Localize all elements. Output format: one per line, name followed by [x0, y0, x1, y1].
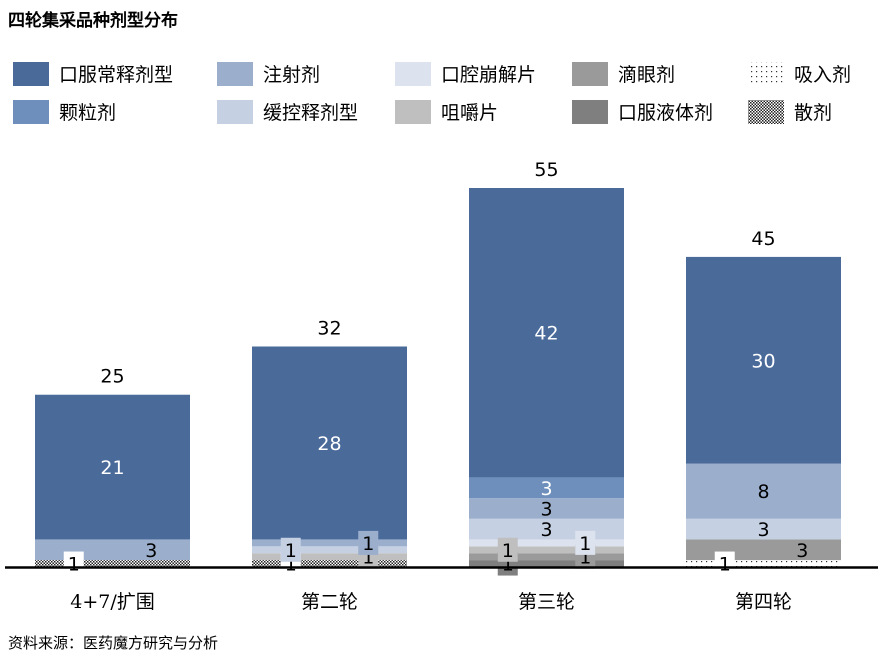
x-tick-label: 第二轮: [301, 591, 358, 613]
legend-label: 注射剂: [263, 64, 320, 86]
data-label: 30: [751, 350, 775, 372]
bar-segment: [469, 560, 624, 567]
legend-swatch: [217, 100, 253, 124]
legend-swatch: [217, 62, 253, 86]
legend-label: 缓控释剂型: [263, 102, 358, 124]
legend-swatch: [572, 62, 608, 86]
label-box: [714, 551, 735, 576]
source-note: 资料来源：医药魔方研究与分析: [8, 634, 219, 652]
legend-label: 口服常释剂型: [59, 64, 173, 86]
legend-swatch: [748, 62, 784, 86]
label-box: [575, 530, 596, 555]
bar-segment: [252, 539, 407, 547]
data-label: 1: [502, 540, 514, 562]
legend-label: 口服液体剂: [618, 102, 713, 124]
bar-segment: [252, 346, 407, 540]
data-label: 3: [540, 519, 552, 541]
data-label: 28: [317, 433, 341, 455]
legend-swatch: [13, 62, 49, 86]
data-label: 42: [534, 323, 558, 345]
x-tick-label: 第四轮: [735, 591, 792, 613]
data-label: 3: [540, 478, 552, 500]
bar-segment: [469, 546, 624, 554]
bar-segment: [35, 539, 190, 561]
total-label: 25: [100, 366, 124, 388]
label-box: [358, 530, 379, 555]
x-tick-label: 4+7/扩围: [70, 591, 155, 613]
x-tick-label: 第三轮: [518, 591, 575, 613]
legend-label: 咀嚼片: [441, 102, 498, 124]
legend-swatch: [395, 62, 431, 86]
legend-label: 滴眼剂: [618, 64, 675, 86]
label-box: [63, 551, 84, 576]
bar-segment: [469, 498, 624, 519]
bar-segment: [252, 560, 407, 567]
bar-segment: [469, 477, 624, 499]
total-label: 32: [317, 317, 341, 339]
bar-segment: [686, 518, 841, 540]
data-label: 3: [757, 519, 769, 541]
legend-label: 吸入剂: [794, 64, 851, 86]
bar-segment: [469, 539, 624, 547]
bar-segment: [686, 539, 841, 561]
label-box: [280, 537, 301, 562]
legend-swatch: [395, 100, 431, 124]
data-label: 8: [757, 481, 769, 503]
chart-title: 四轮集采品种剂型分布: [8, 11, 178, 31]
data-label: 1: [362, 533, 374, 555]
bar-segment: [252, 546, 407, 554]
data-label: 1: [68, 554, 80, 576]
legend-label: 散剂: [794, 102, 832, 124]
data-label: 3: [145, 540, 157, 562]
legend-label: 颗粒剂: [59, 102, 116, 124]
label-box: [497, 537, 518, 562]
data-label: 1: [719, 554, 731, 576]
bar-segment: [686, 463, 841, 519]
bar-segment: [35, 394, 190, 540]
total-label: 45: [751, 228, 775, 250]
legend-swatch: [572, 100, 608, 124]
total-label: 55: [534, 159, 558, 181]
bar-segment: [252, 553, 407, 561]
bar-segment: [469, 188, 624, 478]
bar-segment: [35, 560, 190, 567]
data-label: 3: [796, 540, 808, 562]
data-label: 1: [285, 540, 297, 562]
legend-swatch: [13, 100, 49, 124]
data-label: 21: [100, 457, 124, 479]
legend-swatch: [748, 100, 784, 124]
legend-label: 口腔崩解片: [441, 64, 536, 86]
data-label: 3: [540, 498, 552, 520]
bar-segment: [686, 560, 841, 567]
bar-segment: [686, 256, 841, 464]
data-label: 1: [579, 533, 591, 555]
bar-segment: [469, 553, 624, 561]
